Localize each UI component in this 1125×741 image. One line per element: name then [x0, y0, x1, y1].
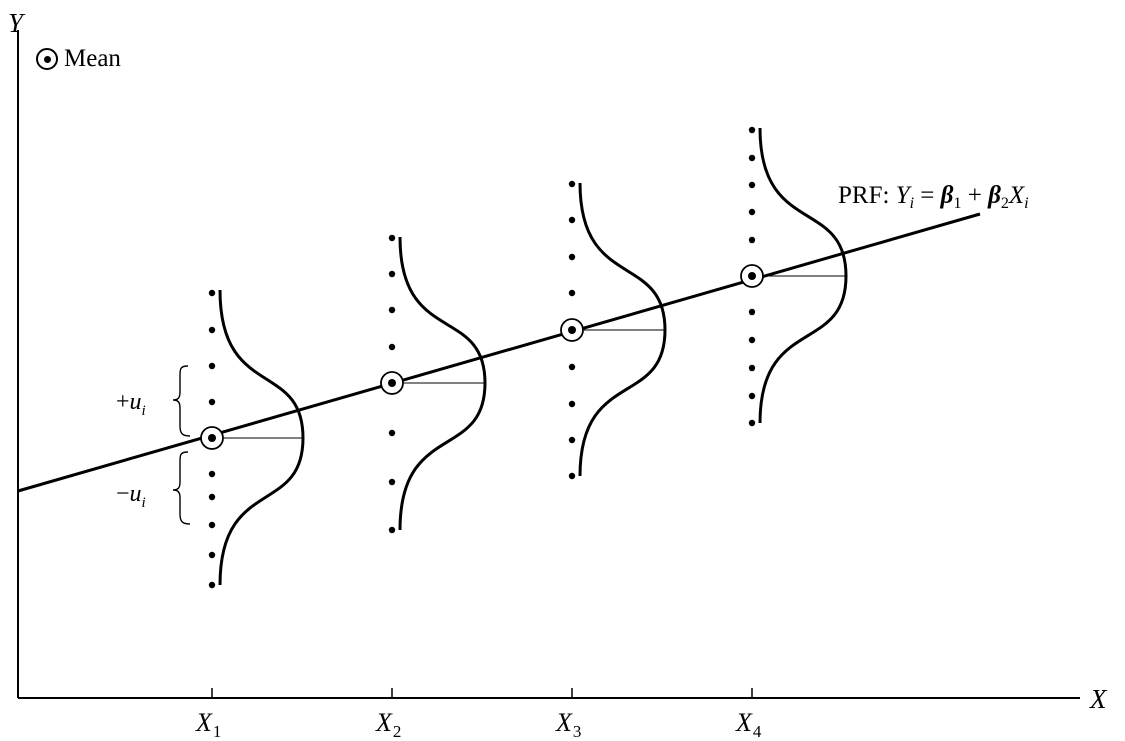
prf-prefix: PRF:: [838, 182, 896, 209]
data-points-4: [748, 126, 756, 427]
plus-error-brace: [172, 365, 191, 437]
plus-u-sub: i: [141, 403, 146, 419]
distribution-1: [200, 289, 305, 589]
mean-marker-4: [740, 264, 764, 288]
x3-symbol: X: [556, 708, 572, 737]
x3-sub: 3: [572, 722, 582, 741]
x-tick-label-2: X2: [376, 708, 402, 741]
plus-u: u: [129, 389, 142, 415]
minus-error-brace: [172, 451, 191, 525]
x4-symbol: X: [736, 708, 752, 737]
data-points-3: [568, 180, 576, 480]
x1-sub: 1: [212, 722, 222, 741]
x-tick-label-4: X4: [736, 708, 762, 741]
x-tick-label-3: X3: [556, 708, 582, 741]
x2-symbol: X: [376, 708, 392, 737]
prf-equals: =: [914, 182, 941, 209]
mean-marker-3: [560, 318, 584, 342]
prf-x: X: [1008, 182, 1025, 209]
prf-line: [17, 212, 981, 493]
mean-marker-2: [380, 371, 404, 395]
minus-sign: −: [116, 481, 130, 507]
x-tick-label-1: X1: [196, 708, 222, 741]
data-points-2: [388, 234, 396, 534]
prf-y-sub: i: [909, 195, 915, 212]
plus-sign: +: [116, 389, 130, 415]
y-axis-label: Y: [8, 8, 24, 38]
legend-label: Mean: [64, 45, 121, 72]
prf-x-sub: i: [1024, 195, 1029, 212]
legend: Mean: [36, 46, 121, 71]
x4-sub: 4: [752, 722, 762, 741]
minus-error-label: −ui: [116, 482, 146, 511]
prf-beta2: β: [988, 182, 1001, 209]
prf-beta2-sub: 2: [1000, 195, 1009, 212]
prf-beta1: β: [940, 182, 954, 209]
minus-u-sub: i: [141, 495, 146, 511]
prf-beta1-sub: 1: [953, 195, 962, 212]
distribution-2: [380, 234, 487, 534]
data-points-1: [208, 289, 216, 589]
plus-error-label: +ui: [116, 390, 146, 419]
x-axis-label: X: [1090, 684, 1107, 714]
minus-u: u: [129, 481, 142, 507]
distribution-3: [560, 180, 667, 480]
prf-equation: PRF: Yi = β1 + β2Xi: [838, 183, 1029, 212]
prf-y: Y: [895, 182, 910, 209]
mean-marker-1: [200, 426, 224, 450]
distribution-4: [740, 126, 848, 427]
x1-symbol: X: [196, 708, 212, 737]
prf-plus: +: [961, 182, 989, 209]
x2-sub: 2: [392, 722, 402, 741]
mean-marker-icon: [36, 48, 58, 70]
